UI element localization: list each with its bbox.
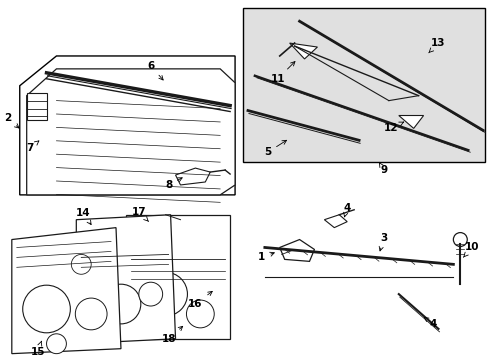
Text: 3: 3	[378, 233, 387, 251]
Circle shape	[75, 298, 107, 330]
Text: 5: 5	[264, 140, 286, 157]
Circle shape	[139, 282, 163, 306]
Polygon shape	[27, 69, 235, 195]
Text: 17: 17	[131, 207, 148, 221]
Text: 18: 18	[161, 326, 183, 344]
Circle shape	[143, 272, 187, 316]
Text: 14: 14	[76, 208, 91, 225]
Circle shape	[186, 300, 214, 328]
Polygon shape	[20, 56, 235, 195]
Text: 10: 10	[463, 243, 479, 257]
Text: 16: 16	[188, 291, 212, 309]
Text: 11: 11	[270, 62, 294, 84]
Polygon shape	[76, 215, 175, 344]
Text: 9: 9	[378, 162, 386, 175]
Text: 2: 2	[4, 113, 19, 128]
Circle shape	[138, 231, 153, 247]
Text: 7: 7	[26, 141, 39, 153]
Polygon shape	[126, 215, 230, 339]
Text: 4: 4	[424, 318, 436, 329]
Text: 6: 6	[147, 61, 163, 80]
Polygon shape	[12, 228, 121, 354]
Polygon shape	[27, 93, 46, 121]
Circle shape	[71, 255, 91, 274]
Polygon shape	[289, 43, 317, 59]
Circle shape	[101, 284, 141, 324]
Polygon shape	[279, 239, 314, 261]
Circle shape	[452, 233, 467, 247]
Text: 13: 13	[428, 38, 445, 53]
Text: 4: 4	[343, 203, 350, 217]
Text: 1: 1	[258, 252, 274, 262]
Text: 12: 12	[383, 122, 403, 134]
Polygon shape	[398, 116, 423, 129]
Bar	[243, 8, 484, 162]
Circle shape	[22, 285, 70, 333]
Text: 15: 15	[30, 341, 45, 357]
Polygon shape	[324, 215, 346, 228]
Polygon shape	[175, 168, 210, 185]
Circle shape	[46, 334, 66, 354]
Text: 8: 8	[164, 178, 182, 190]
